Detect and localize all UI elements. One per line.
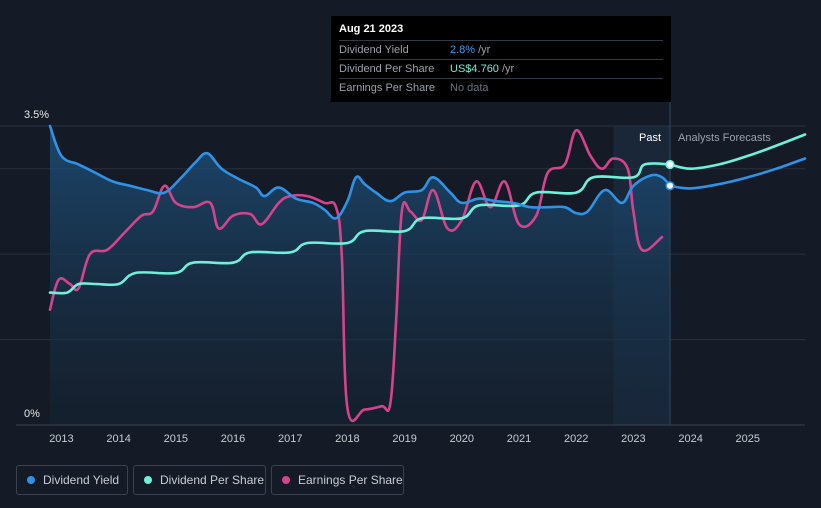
x-tick-label: 2025 bbox=[735, 433, 761, 445]
x-tick-label: 2014 bbox=[106, 433, 131, 445]
tooltip-label: Earnings Per Share bbox=[339, 82, 435, 94]
legend-dot-icon bbox=[144, 476, 152, 484]
x-tick-label: 2016 bbox=[220, 433, 246, 445]
legend-dividend-per-share[interactable]: Dividend Per Share bbox=[133, 465, 266, 495]
forecast-region-label: Analysts Forecasts bbox=[678, 132, 771, 144]
x-tick-label: 2024 bbox=[678, 433, 703, 445]
x-tick-label: 2020 bbox=[449, 433, 475, 445]
x-tick-label: 2022 bbox=[563, 433, 589, 445]
dividend-per-share-marker bbox=[665, 159, 675, 170]
series-line-dividend-yield-forecast bbox=[668, 157, 807, 190]
x-tick-label: 2019 bbox=[392, 433, 417, 445]
tooltip-date: Aug 21 2023 bbox=[339, 23, 404, 35]
tooltip-value: US$4.760 bbox=[450, 63, 499, 75]
dividend-yield-area bbox=[50, 126, 670, 425]
tooltip-row-earnings-per-share: Earnings Per Share No data bbox=[339, 78, 663, 97]
x-tick-label: 2021 bbox=[506, 433, 532, 445]
tooltip-label: Dividend Per Share bbox=[339, 63, 435, 75]
tooltip: Aug 21 2023 Dividend Yield 2.8% /yr Divi… bbox=[331, 16, 671, 102]
past-region-label: Past bbox=[639, 132, 662, 144]
legend-dividend-yield[interactable]: Dividend Yield bbox=[16, 465, 128, 495]
tooltip-unit: /yr bbox=[501, 63, 515, 75]
legend-dot-icon bbox=[27, 476, 35, 484]
x-tick-label: 2013 bbox=[49, 433, 74, 445]
legend-dot-icon bbox=[282, 476, 290, 484]
x-tick-label: 2023 bbox=[621, 433, 646, 445]
dividend-yield-marker bbox=[665, 181, 675, 191]
y-axis-bottom-label: 0% bbox=[24, 408, 40, 420]
series-line-dividend-per-share bbox=[48, 162, 672, 295]
legend-label: Dividend Per Share bbox=[160, 473, 265, 487]
tooltip-value: No data bbox=[450, 82, 489, 94]
legend-label: Dividend Yield bbox=[43, 473, 120, 487]
tooltip-value: 2.8% bbox=[450, 44, 476, 56]
x-tick-label: 2015 bbox=[163, 433, 189, 445]
series-line-earnings-per-share bbox=[48, 129, 664, 423]
tooltip-label: Dividend Yield bbox=[339, 44, 409, 56]
x-tick-label: 2017 bbox=[277, 433, 303, 445]
y-axis-top-label: 3.5% bbox=[24, 109, 50, 121]
legend-earnings-per-share[interactable]: Earnings Per Share bbox=[271, 465, 404, 495]
series-lines bbox=[48, 124, 807, 423]
tooltip-unit: /yr bbox=[478, 44, 491, 56]
series-line-dividend-per-share-forecast bbox=[668, 133, 807, 170]
series-line-dividend-yield bbox=[48, 124, 672, 220]
tooltip-row-dividend-yield: Dividend Yield 2.8% /yr bbox=[339, 40, 663, 59]
tooltip-row-dividend-per-share: Dividend Per Share US$4.760 /yr bbox=[339, 59, 663, 78]
hover-markers bbox=[665, 159, 675, 191]
legend-label: Earnings Per Share bbox=[298, 473, 403, 487]
x-tick-label: 2018 bbox=[335, 433, 360, 445]
